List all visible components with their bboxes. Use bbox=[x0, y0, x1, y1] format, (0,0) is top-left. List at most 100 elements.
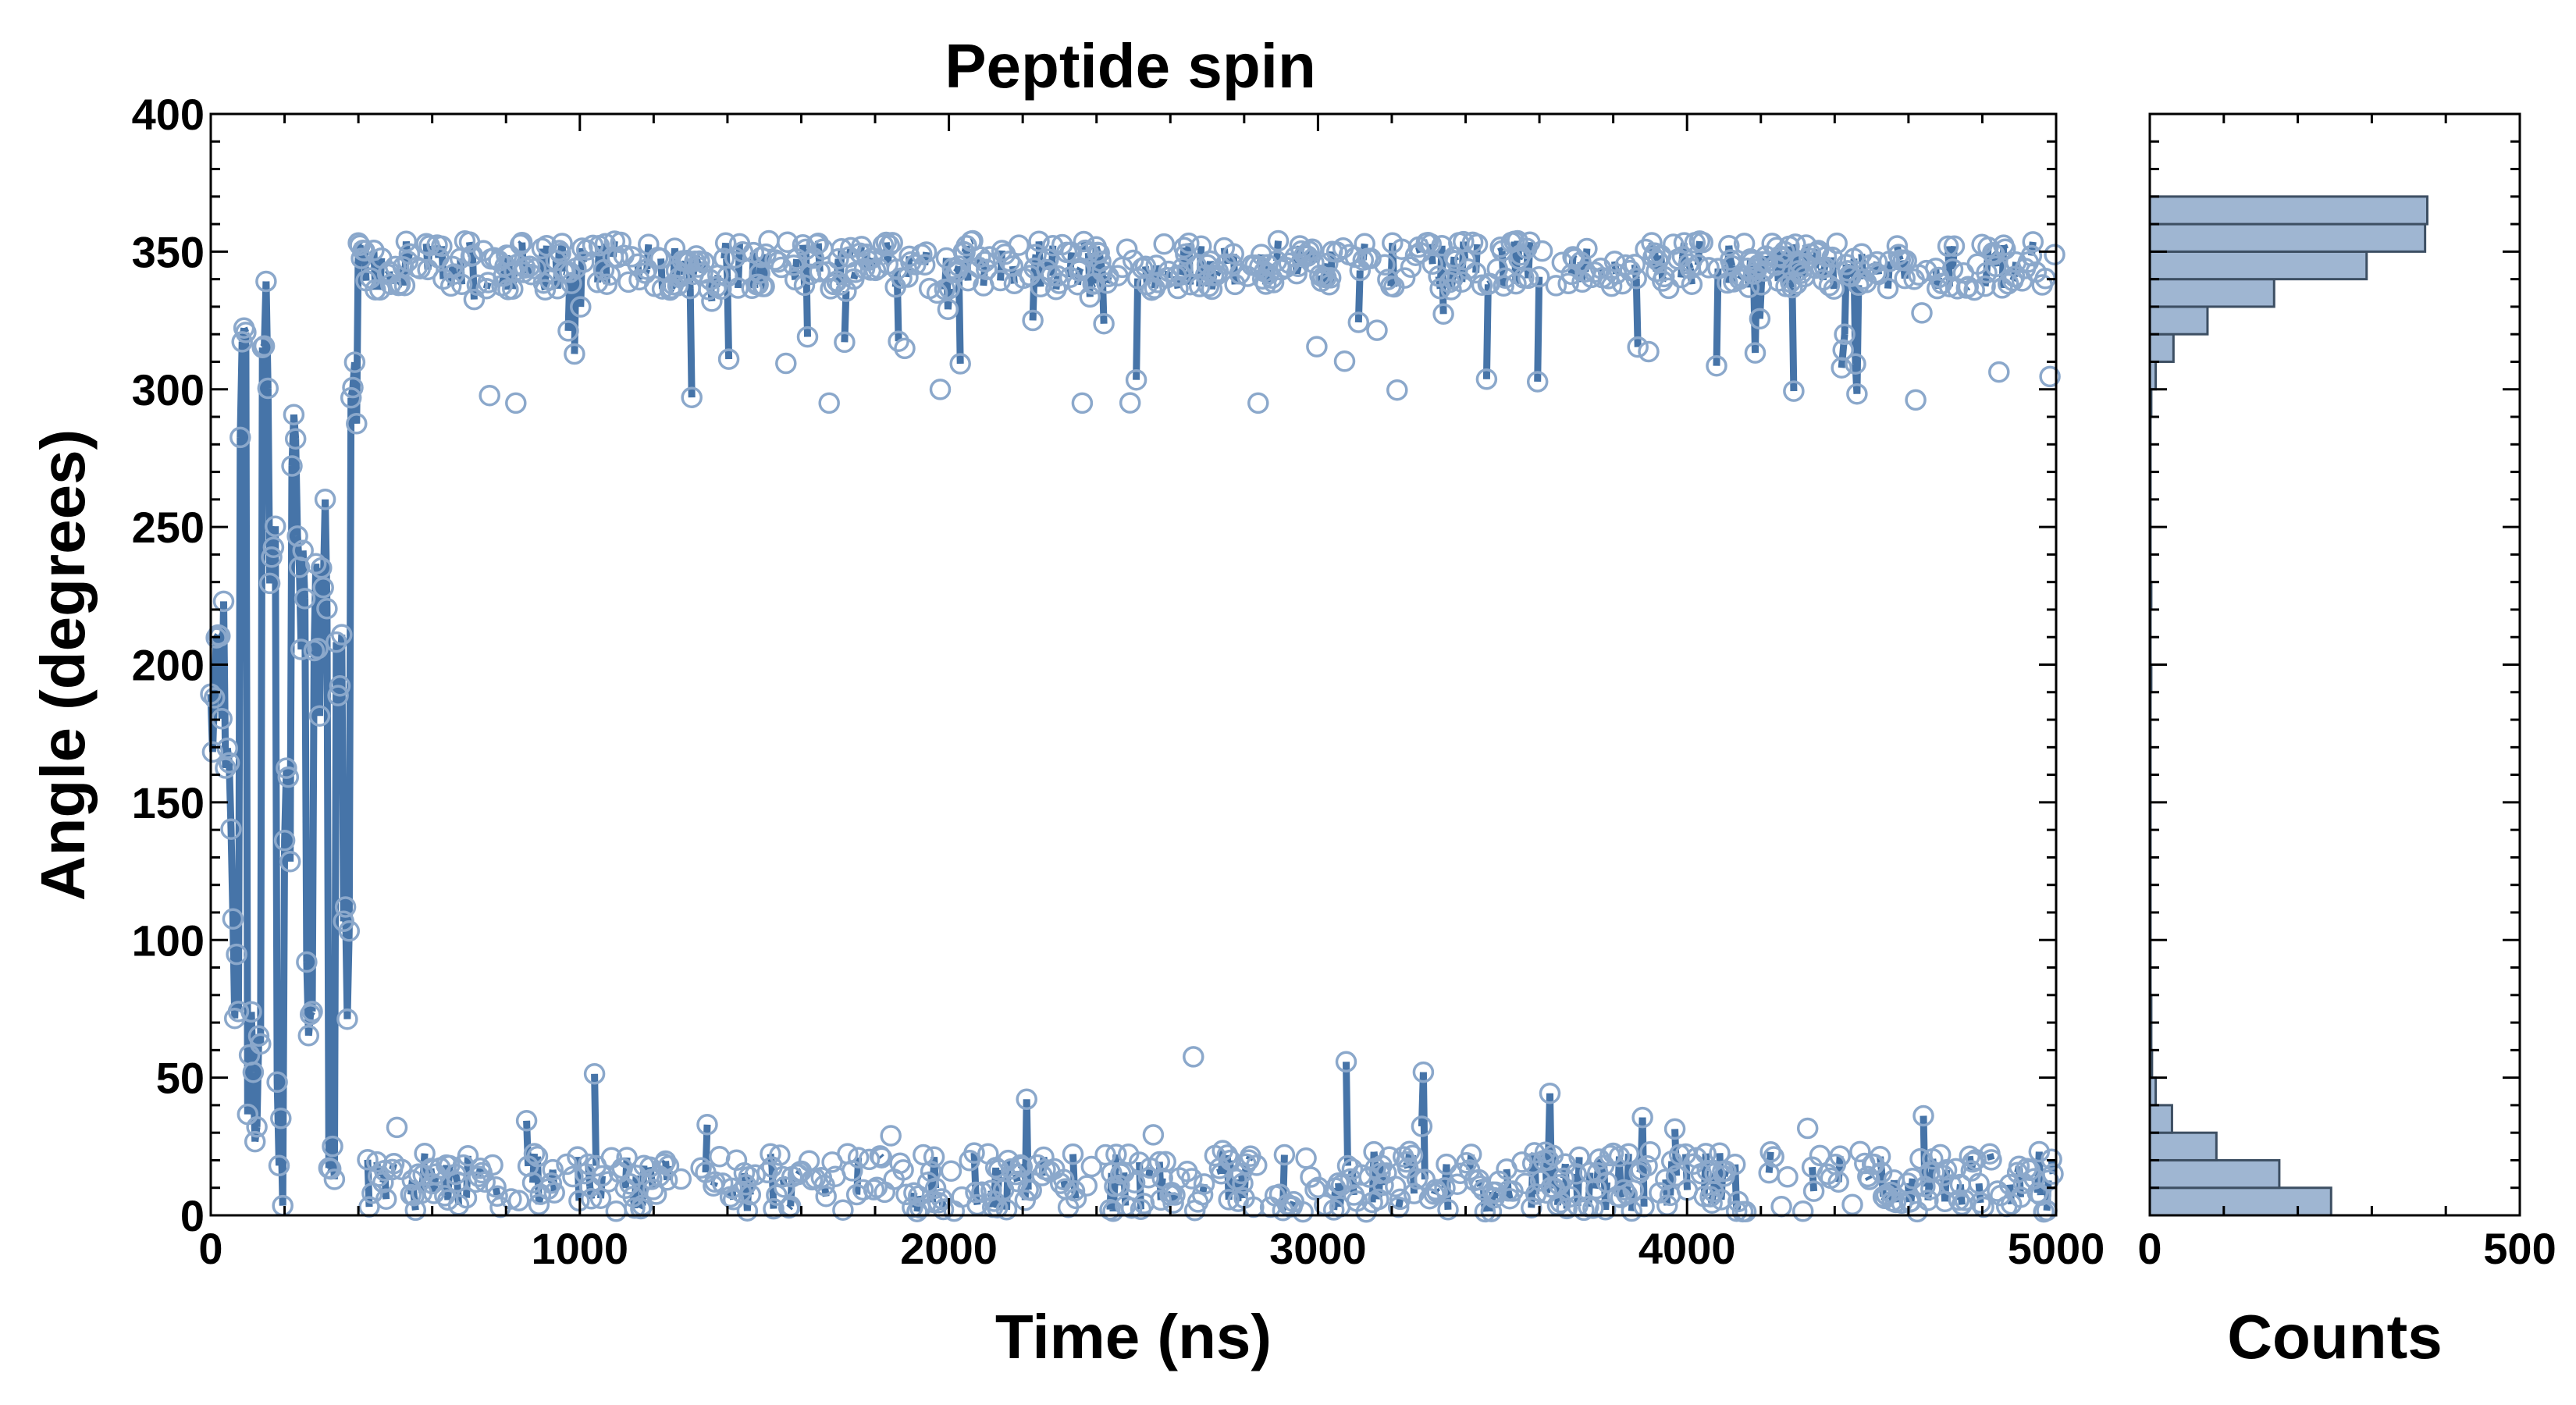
data-point bbox=[616, 1147, 638, 1168]
data-point bbox=[1137, 1167, 1160, 1189]
data-point bbox=[357, 1149, 379, 1171]
data-point bbox=[417, 258, 439, 281]
data-point bbox=[1273, 1144, 1296, 1166]
data-point bbox=[229, 426, 251, 449]
data-point bbox=[375, 1188, 397, 1210]
data-point bbox=[279, 851, 301, 873]
data-point bbox=[1167, 277, 1189, 300]
data-point bbox=[1145, 254, 1168, 276]
data-point bbox=[1485, 1181, 1507, 1204]
data-point bbox=[1627, 336, 1649, 358]
data-point bbox=[1062, 1143, 1084, 1165]
data-point bbox=[976, 258, 998, 281]
data-point bbox=[258, 572, 281, 595]
data-point bbox=[562, 1165, 584, 1188]
data-point bbox=[1372, 1174, 1394, 1197]
data-point bbox=[596, 273, 618, 295]
data-point bbox=[1935, 1159, 1958, 1181]
data-point bbox=[247, 1025, 270, 1048]
data-point bbox=[1475, 368, 1498, 390]
data-point bbox=[974, 251, 996, 272]
data-point bbox=[1105, 1144, 1127, 1165]
data-point bbox=[617, 271, 639, 293]
hist-x-tick-label: 500 bbox=[2483, 1224, 2556, 1273]
data-point bbox=[760, 1143, 781, 1165]
data-point bbox=[1774, 240, 1795, 263]
data-point bbox=[731, 240, 754, 263]
data-point bbox=[1123, 1172, 1146, 1193]
data-point bbox=[1969, 1192, 1991, 1214]
data-point bbox=[343, 351, 366, 373]
data-point bbox=[1937, 235, 1959, 258]
data-point bbox=[1047, 265, 1069, 287]
data-point bbox=[1576, 237, 1598, 260]
data-point bbox=[235, 322, 257, 343]
histogram-bar bbox=[2148, 250, 2368, 281]
y-tick-label: 350 bbox=[132, 227, 205, 276]
data-point bbox=[560, 272, 582, 294]
data-point bbox=[296, 951, 318, 973]
data-point bbox=[1841, 1193, 1863, 1215]
data-point bbox=[1594, 1199, 1617, 1221]
data-point bbox=[1665, 1165, 1688, 1187]
data-point bbox=[575, 239, 598, 261]
data-point bbox=[226, 943, 247, 966]
data-point bbox=[1194, 264, 1217, 286]
data-point bbox=[1823, 278, 1845, 300]
data-point bbox=[758, 229, 780, 252]
data-point bbox=[894, 337, 916, 360]
data-point bbox=[1834, 323, 1856, 346]
data-point bbox=[998, 251, 1021, 272]
data-point bbox=[657, 1154, 680, 1177]
data-point bbox=[312, 577, 334, 599]
data-point bbox=[1347, 311, 1370, 333]
data-point bbox=[386, 1116, 408, 1139]
data-point bbox=[1193, 1173, 1215, 1195]
data-point bbox=[1545, 275, 1567, 297]
data-point bbox=[943, 1200, 966, 1222]
data-point bbox=[881, 232, 903, 254]
data-point bbox=[921, 1191, 944, 1213]
data-point bbox=[649, 247, 672, 270]
data-point bbox=[240, 1001, 262, 1023]
data-point bbox=[474, 1171, 496, 1193]
data-point bbox=[1153, 233, 1175, 255]
data-point bbox=[902, 1197, 923, 1218]
data-point bbox=[1306, 336, 1328, 357]
x-tick-label: 0 bbox=[198, 1224, 222, 1273]
data-point bbox=[266, 1071, 288, 1094]
data-point bbox=[327, 685, 349, 706]
data-point bbox=[1965, 1148, 1987, 1171]
data-point bbox=[1304, 1179, 1326, 1200]
data-point bbox=[1827, 1171, 1849, 1193]
data-point bbox=[888, 330, 909, 352]
data-point bbox=[1063, 1179, 1086, 1202]
data-point bbox=[984, 1157, 1007, 1179]
data-point bbox=[2042, 1163, 2064, 1185]
data-point bbox=[575, 1162, 596, 1185]
data-point bbox=[1222, 243, 1244, 265]
y-tick-label: 300 bbox=[132, 365, 205, 414]
data-point bbox=[1093, 312, 1115, 335]
data-point bbox=[777, 1197, 800, 1219]
data-point bbox=[2039, 365, 2061, 388]
data-point bbox=[720, 1177, 743, 1200]
data-point bbox=[1162, 1192, 1184, 1214]
data-point bbox=[1784, 233, 1806, 255]
data-point bbox=[1900, 1190, 1922, 1212]
data-point bbox=[1073, 230, 1095, 253]
data-point bbox=[1608, 1145, 1631, 1168]
histogram-plot: 0 500 Counts bbox=[2137, 112, 2556, 1371]
data-point bbox=[1539, 1082, 1561, 1104]
data-point bbox=[543, 1182, 565, 1204]
data-point bbox=[1636, 1154, 1658, 1177]
data-point bbox=[895, 1183, 917, 1206]
data-point bbox=[710, 278, 732, 300]
data-point bbox=[201, 741, 224, 763]
data-point bbox=[989, 269, 1012, 292]
histogram-bars bbox=[2148, 195, 2428, 1217]
data-point bbox=[329, 674, 351, 697]
data-point bbox=[340, 386, 362, 409]
data-point bbox=[733, 1161, 756, 1184]
data-point bbox=[2026, 1182, 2049, 1204]
